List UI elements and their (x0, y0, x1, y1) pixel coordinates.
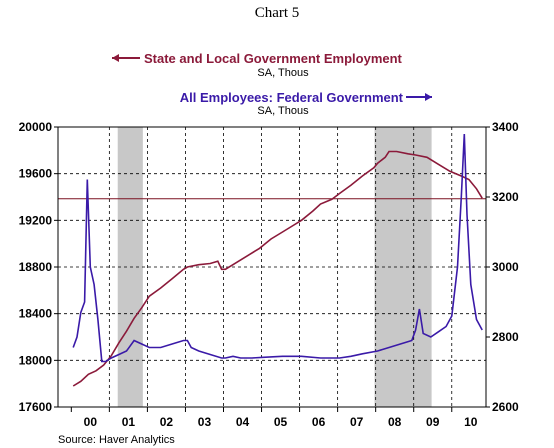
legend-state-local-subtitle: SA, Thous (257, 67, 309, 79)
legend-federal-label: All Employees: Federal Government (180, 90, 404, 105)
legend-state-local: State and Local Government Employment SA… (112, 51, 403, 79)
right-tick-label-4: 3400 (492, 120, 519, 134)
right-tick-label-2: 3000 (492, 260, 519, 274)
left-tick-label-3: 18800 (19, 260, 53, 274)
x-tick-label-8: 08 (388, 415, 402, 429)
x-tick-label-10: 10 (464, 415, 478, 429)
legend-federal: All Employees: Federal Government SA, Th… (180, 90, 432, 117)
x-tick-label-2: 02 (160, 415, 174, 429)
legend-federal-arrow (425, 93, 432, 101)
left-tick-label-0: 17600 (19, 400, 53, 414)
x-tick-label-4: 04 (236, 415, 250, 429)
legend-state-local-arrow (112, 54, 119, 62)
x-tick-label-9: 09 (426, 415, 440, 429)
x-tick-label-6: 06 (312, 415, 326, 429)
left-tick-label-5: 19600 (19, 167, 53, 181)
left-tick-label-6: 20000 (19, 120, 53, 134)
x-tick-label-0: 00 (84, 415, 98, 429)
left-tick-label-4: 19200 (19, 213, 53, 227)
x-tick-label-7: 07 (350, 415, 364, 429)
x-tick-label-3: 03 (198, 415, 212, 429)
legend-state-local-label: State and Local Government Employment (144, 51, 403, 66)
right-tick-label-1: 2800 (492, 330, 519, 344)
right-tick-label-0: 2600 (492, 400, 519, 414)
right-tick-label-3: 3200 (492, 190, 519, 204)
chart-title: Chart 5 (255, 5, 300, 21)
series-line-1 (72, 133, 483, 363)
source-note: Source: Haver Analytics (58, 434, 175, 446)
left-tick-label-2: 18400 (19, 307, 53, 321)
x-tick-label-5: 05 (274, 415, 288, 429)
legend-federal-subtitle: SA, Thous (257, 105, 309, 117)
x-tick-label-1: 01 (122, 415, 136, 429)
plot-area: 17600 18000 18400 18800 19200 19600 20000 2600 2… (19, 120, 519, 429)
left-tick-label-1: 18000 (19, 353, 53, 367)
series-line-0 (72, 150, 483, 387)
